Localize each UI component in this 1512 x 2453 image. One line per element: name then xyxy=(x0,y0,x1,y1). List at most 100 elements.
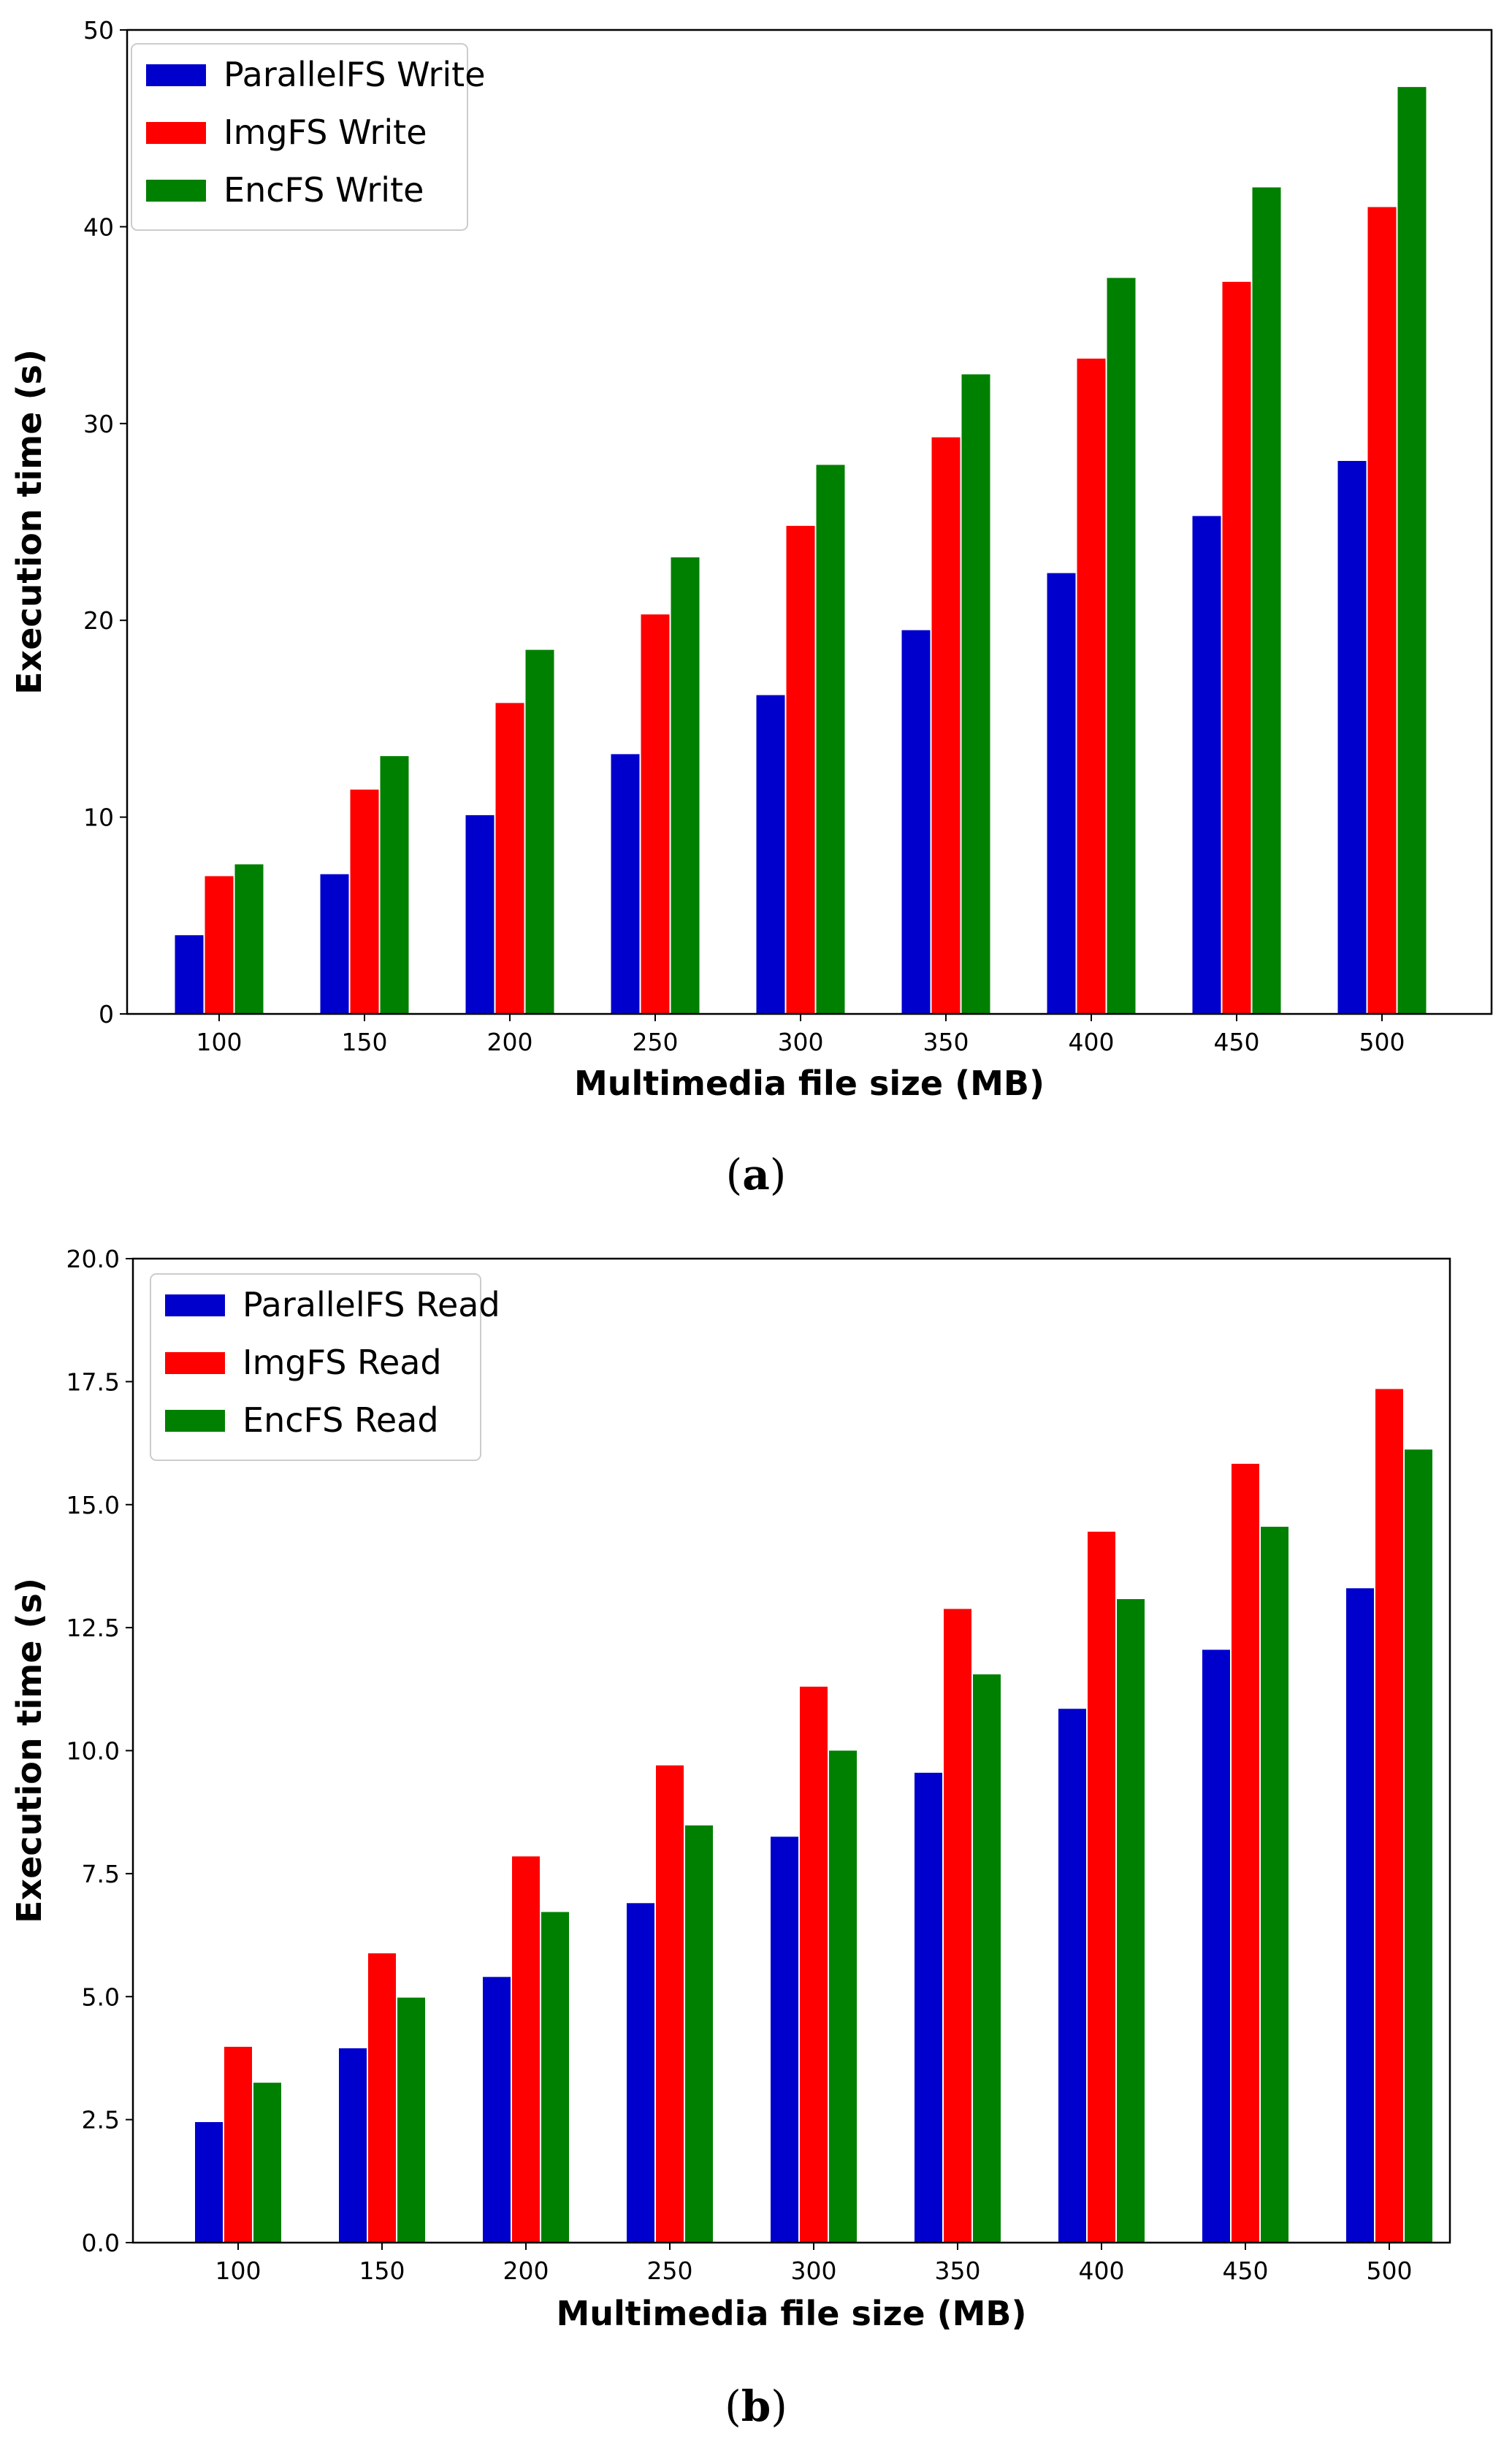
y-tick-label: 5.0 xyxy=(82,1983,120,2011)
bar-encfs-write-450 xyxy=(1252,187,1281,1014)
chart-panel-a: 100 150 200 250 300 350 400 450 500 0 10 20 30 40 50 Mu… xyxy=(9,16,1493,1199)
legend-label-parallelfs-read: ParallelFS Read xyxy=(243,1285,500,1324)
x-tick-label: 500 xyxy=(1367,2256,1413,2285)
x-tick-label: 300 xyxy=(791,2256,837,2285)
x-tick-label: 150 xyxy=(342,1028,388,1056)
bar-imgfs-read-450 xyxy=(1232,1463,1259,2243)
bar-imgfs-write-200 xyxy=(495,703,524,1014)
bar-encfs-read-300 xyxy=(829,1750,857,2243)
y-tick-label: 2.5 xyxy=(82,2106,120,2135)
bar-parallelfs-write-400 xyxy=(1047,573,1076,1014)
legend-box xyxy=(150,1273,481,1461)
legend-swatch-parallelfs-write xyxy=(146,64,206,86)
bar-imgfs-write-400 xyxy=(1077,358,1106,1014)
bar-imgfs-write-300 xyxy=(786,525,815,1014)
bar-parallelfs-read-450 xyxy=(1202,1649,1230,2243)
bar-encfs-write-500 xyxy=(1397,87,1427,1015)
legend-swatch-encfs-read xyxy=(165,1410,225,1432)
bar-encfs-write-350 xyxy=(961,374,990,1014)
x-tick-label: 100 xyxy=(196,1028,243,1056)
bar-imgfs-read-100 xyxy=(224,2046,252,2243)
bar-parallelfs-write-150 xyxy=(320,874,349,1014)
y-tick-label: 7.5 xyxy=(82,1860,120,1888)
bar-encfs-read-250 xyxy=(685,1825,713,2243)
bar-imgfs-read-200 xyxy=(512,1856,540,2243)
bar-encfs-write-400 xyxy=(1107,278,1136,1015)
legend-label-imgfs-write: ImgFS Write xyxy=(224,112,427,152)
bar-imgfs-write-150 xyxy=(350,789,379,1014)
x-tick-label: 250 xyxy=(633,1028,679,1056)
bar-imgfs-write-100 xyxy=(205,876,234,1014)
x-tick-label: 500 xyxy=(1359,1028,1405,1056)
bar-imgfs-read-150 xyxy=(368,1953,396,2243)
bar-parallelfs-read-100 xyxy=(195,2121,223,2243)
y-tick-label: 20 xyxy=(83,606,114,635)
x-tick-label: 400 xyxy=(1079,2256,1125,2285)
x-tick-label: 300 xyxy=(778,1028,824,1056)
bar-parallelfs-write-450 xyxy=(1192,516,1221,1014)
bar-imgfs-read-250 xyxy=(656,1765,684,2243)
y-tick-label: 0.0 xyxy=(82,2229,120,2257)
bar-imgfs-read-500 xyxy=(1375,1389,1403,2243)
bar-parallelfs-read-500 xyxy=(1346,1588,1374,2243)
bar-parallelfs-write-100 xyxy=(175,935,204,1014)
legend-swatch-imgfs-read xyxy=(165,1352,225,1374)
bar-parallelfs-write-200 xyxy=(465,815,495,1014)
legend-label-imgfs-read: ImgFS Read xyxy=(243,1343,442,1382)
bar-parallelfs-write-350 xyxy=(901,630,931,1014)
bar-encfs-write-200 xyxy=(525,649,554,1014)
bar-encfs-read-500 xyxy=(1405,1449,1432,2243)
y-tick-label: 30 xyxy=(83,410,114,438)
bar-imgfs-write-500 xyxy=(1367,207,1397,1015)
legend-label-parallelfs-write: ParallelFS Write xyxy=(224,55,486,94)
x-tick-label: 100 xyxy=(215,2256,261,2285)
y-tick-label: 15.0 xyxy=(66,1491,120,1519)
y-tick-label: 40 xyxy=(83,213,114,241)
chart-panel-b: 100 150 200 250 300 350 400 450 500 0.0 2.5 5.0 7.5 1… xyxy=(9,1245,1451,2431)
bar-imgfs-read-350 xyxy=(944,1609,971,2243)
plot-area-frame xyxy=(131,1257,1451,2244)
plot-area-frame xyxy=(126,28,1493,1015)
y-tick-label: 10.0 xyxy=(66,1737,120,1766)
bar-parallelfs-read-400 xyxy=(1058,1709,1086,2243)
bar-parallelfs-write-250 xyxy=(611,754,640,1014)
x-axis-title: Multimedia file size (MB) xyxy=(556,2294,1026,2333)
x-tick-label: 200 xyxy=(503,2256,549,2285)
y-tick-label: 17.5 xyxy=(66,1367,120,1396)
bar-parallelfs-write-500 xyxy=(1337,460,1367,1014)
x-tick-label: 350 xyxy=(923,1028,969,1056)
bar-imgfs-read-400 xyxy=(1088,1531,1115,2243)
legend-box xyxy=(131,43,468,231)
legend-label-encfs-read: EncFS Read xyxy=(243,1400,439,1440)
bar-parallelfs-read-200 xyxy=(483,1977,511,2243)
x-tick-label: 450 xyxy=(1223,2256,1269,2285)
x-tick-label: 250 xyxy=(647,2256,693,2285)
bar-encfs-read-200 xyxy=(541,1912,569,2243)
legend-swatch-encfs-write xyxy=(146,180,206,202)
legend-label-encfs-write: EncFS Write xyxy=(224,170,424,210)
bar-imgfs-write-250 xyxy=(641,614,670,1014)
x-tick-label: 350 xyxy=(935,2256,981,2285)
bar-imgfs-read-300 xyxy=(800,1686,828,2243)
bar-encfs-write-300 xyxy=(816,465,845,1014)
y-tick-label: 10 xyxy=(83,804,114,832)
y-tick-label: 50 xyxy=(83,16,114,45)
y-axis-title: Execution time (s) xyxy=(9,1578,49,1923)
bar-parallelfs-write-300 xyxy=(756,695,785,1014)
bar-encfs-write-100 xyxy=(234,864,264,1014)
x-tick-label: 200 xyxy=(487,1028,533,1056)
bar-parallelfs-read-250 xyxy=(627,1903,654,2243)
y-tick-label: 0 xyxy=(99,1000,114,1029)
y-tick-label: 12.5 xyxy=(66,1614,120,1642)
bar-encfs-read-150 xyxy=(397,1997,425,2243)
y-tick-label: 20.0 xyxy=(66,1245,120,1273)
legend-swatch-imgfs-write xyxy=(146,122,206,144)
x-tick-label: 150 xyxy=(359,2256,405,2285)
legend-swatch-parallelfs-read xyxy=(165,1294,225,1316)
panel-caption: (b) xyxy=(725,2381,787,2431)
bar-parallelfs-read-150 xyxy=(339,2048,367,2243)
bar-encfs-write-250 xyxy=(671,557,700,1014)
bar-encfs-read-400 xyxy=(1117,1599,1145,2243)
bar-parallelfs-read-350 xyxy=(915,1772,942,2243)
x-tick-label: 400 xyxy=(1069,1028,1115,1056)
